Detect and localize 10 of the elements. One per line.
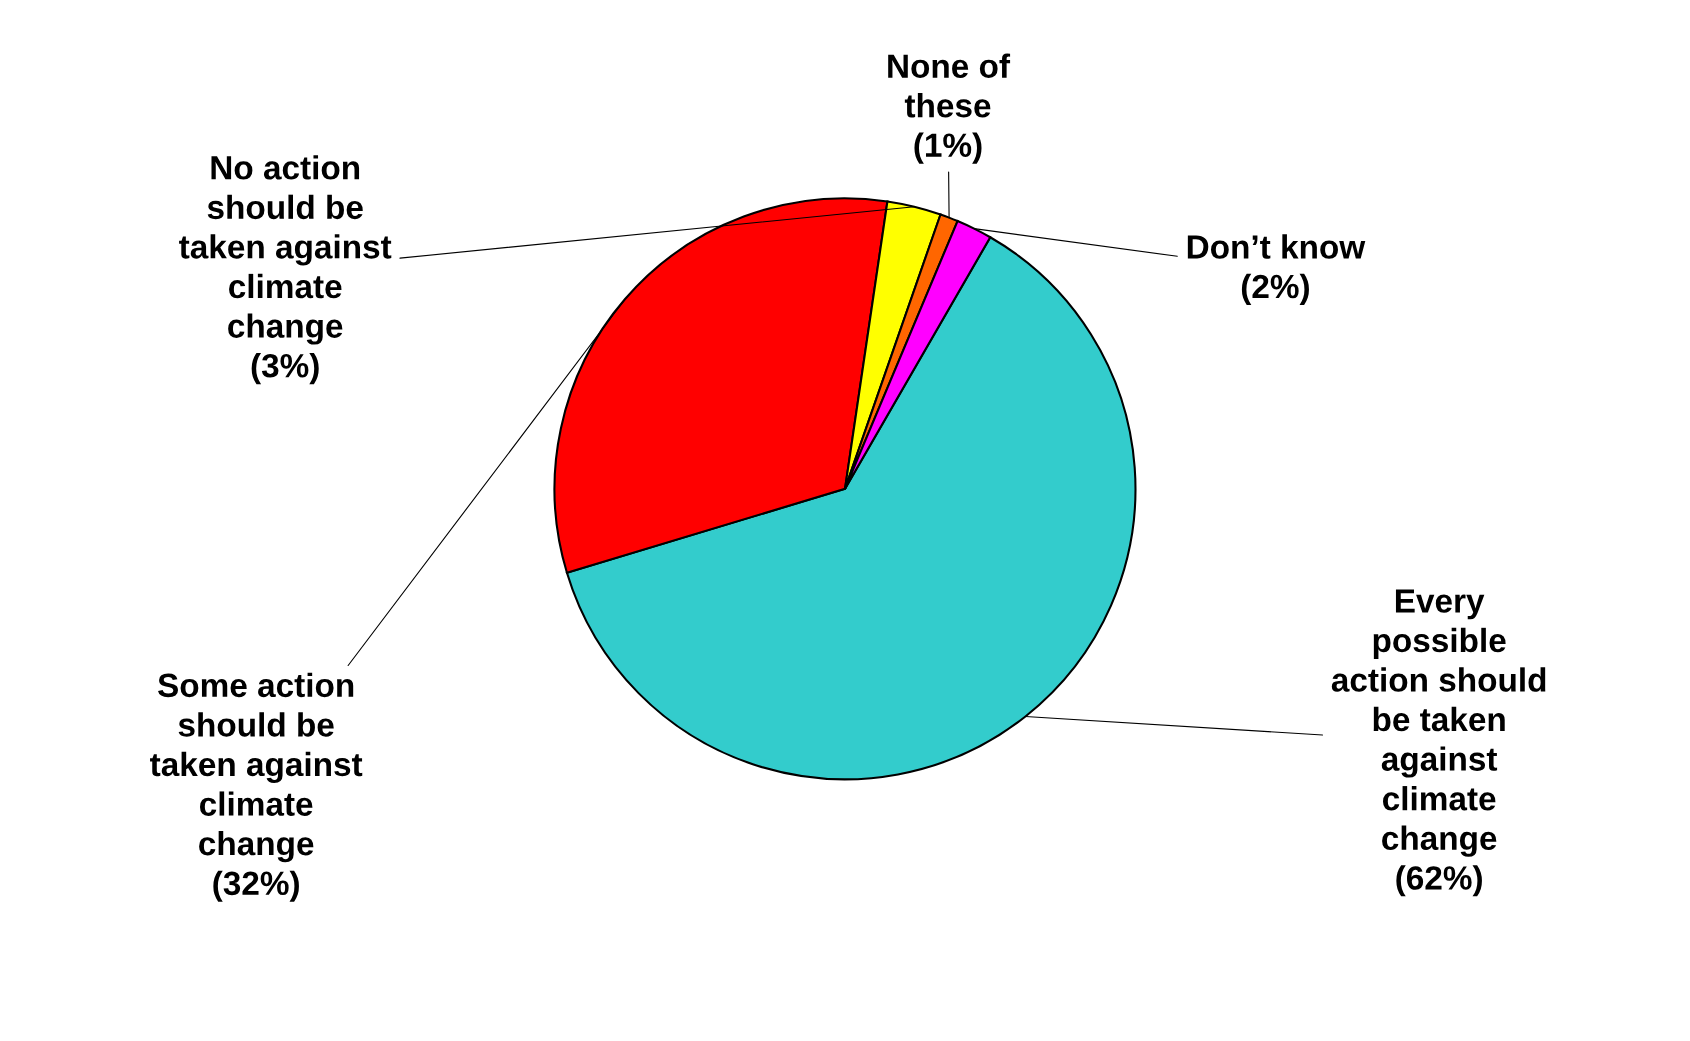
slice-label: None of these xyxy=(888,53,1011,118)
data-label: (3%) xyxy=(251,353,319,385)
data-label: (1%) xyxy=(914,132,982,164)
data-label: (2%) xyxy=(1241,273,1309,305)
slice-label: Every possible action should be taken against climate change xyxy=(1331,589,1546,857)
data-label: (32%) xyxy=(213,870,299,902)
slice-label: Some action should be taken against climate change xyxy=(150,672,363,863)
data-label: (62%) xyxy=(1396,865,1482,897)
slice-label: Don’t know xyxy=(1187,234,1366,259)
slice-label: No action should be taken against climate change xyxy=(179,155,392,345)
